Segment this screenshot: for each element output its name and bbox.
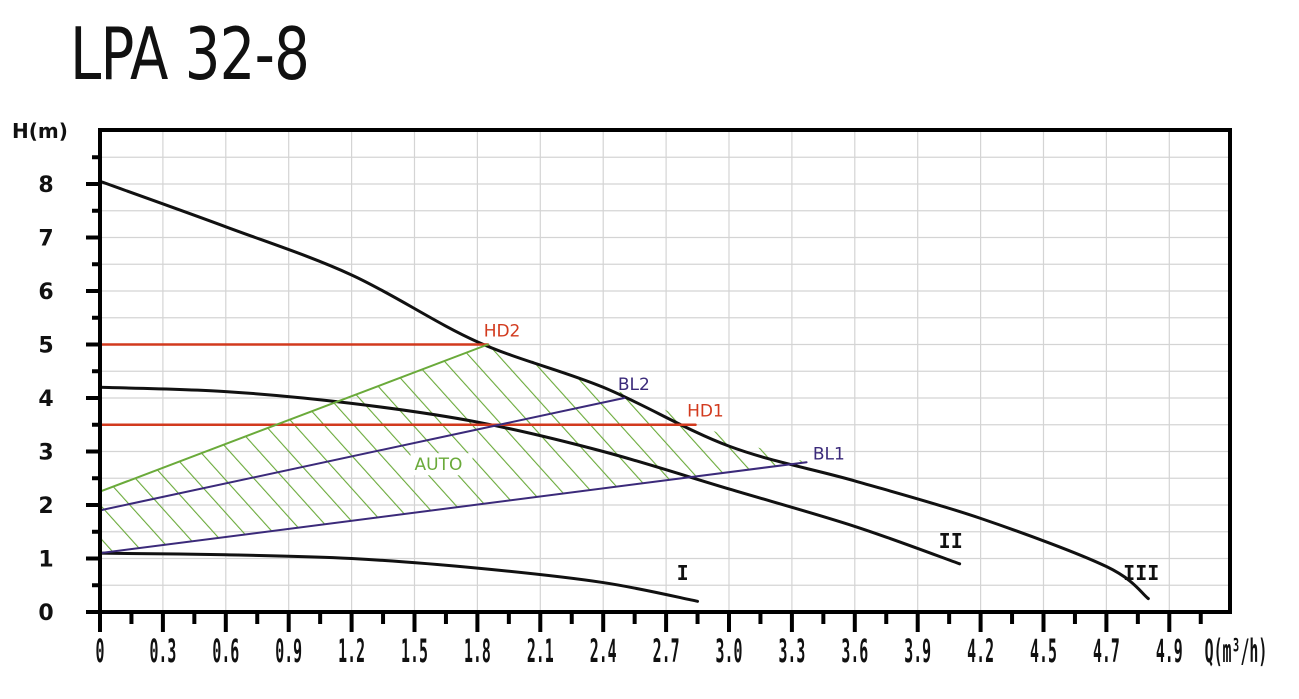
x-tick-label: 4.9 (1156, 632, 1183, 669)
series-ii (100, 385, 962, 566)
x-tick-label: 0.3 (149, 632, 176, 669)
x-tick-label: 4.7 (1093, 632, 1120, 669)
x-tick-label: 0 (96, 632, 105, 669)
x-tick-label: 0.6 (212, 632, 239, 669)
tick-labels: 0 1 2 3 4 5 6 7 8 H(m) 0 0.3 0.6 0.9 1.2 1.5 1.8 2.1 2.4 2.… (12, 119, 1267, 670)
x-axis-label: Q(m³/h) (1205, 632, 1268, 669)
annotation-bl1: BL1 (813, 445, 845, 465)
auto-hatched-area (100, 344, 807, 554)
y-tick-label: 1 (38, 548, 53, 573)
x-tick-label: 3.9 (904, 632, 931, 669)
curve-lines (100, 179, 1150, 603)
annotation-hd2: HD2 (484, 321, 521, 341)
auto-region (100, 344, 807, 554)
auto-label-bg (410, 453, 473, 476)
x-tick-label: 4.2 (967, 632, 994, 669)
chart-title: LPA 32-8 (70, 12, 310, 96)
series-bl1 (100, 461, 808, 555)
x-tick-label: 2.7 (653, 632, 680, 669)
x-tick-label: 3.3 (778, 632, 805, 669)
y-tick-label: 0 (38, 601, 53, 626)
x-tick-label: 1.8 (464, 632, 491, 669)
y-axis-label: H(m) (12, 119, 68, 143)
x-tick-label: 4.5 (1030, 632, 1057, 669)
annotation-auto: AUTO (415, 455, 463, 475)
y-tick-label: 4 (38, 387, 53, 412)
y-tick-label: 5 (38, 334, 53, 359)
x-tick-label: 2.1 (527, 632, 554, 669)
x-tick-label: 3.0 (716, 632, 743, 669)
annotation-bl2: BL2 (618, 375, 650, 395)
x-tick-label: 1.2 (338, 632, 365, 669)
x-tick-label: 1.5 (401, 632, 428, 669)
series-i (100, 551, 700, 603)
grid-lines (100, 130, 1230, 612)
annotation-ii: II (939, 529, 963, 553)
annotation-hd1: HD1 (687, 402, 724, 422)
y-tick-label: 8 (38, 173, 53, 198)
x-tick-label: 2.4 (590, 632, 617, 669)
annotation-iii: III (1123, 561, 1159, 585)
series-bl2 (100, 397, 626, 512)
axes (86, 128, 1232, 632)
series-auto-upper (100, 343, 489, 493)
series-iii (100, 179, 1150, 601)
y-tick-label: 2 (38, 494, 53, 519)
annotation-i: I (677, 561, 689, 585)
y-tick-label: 7 (38, 227, 53, 252)
y-tick-label: 3 (38, 441, 53, 466)
x-tick-label: 0.9 (275, 632, 302, 669)
y-tick-label: 6 (38, 280, 53, 305)
x-tick-label: 3.6 (841, 632, 868, 669)
